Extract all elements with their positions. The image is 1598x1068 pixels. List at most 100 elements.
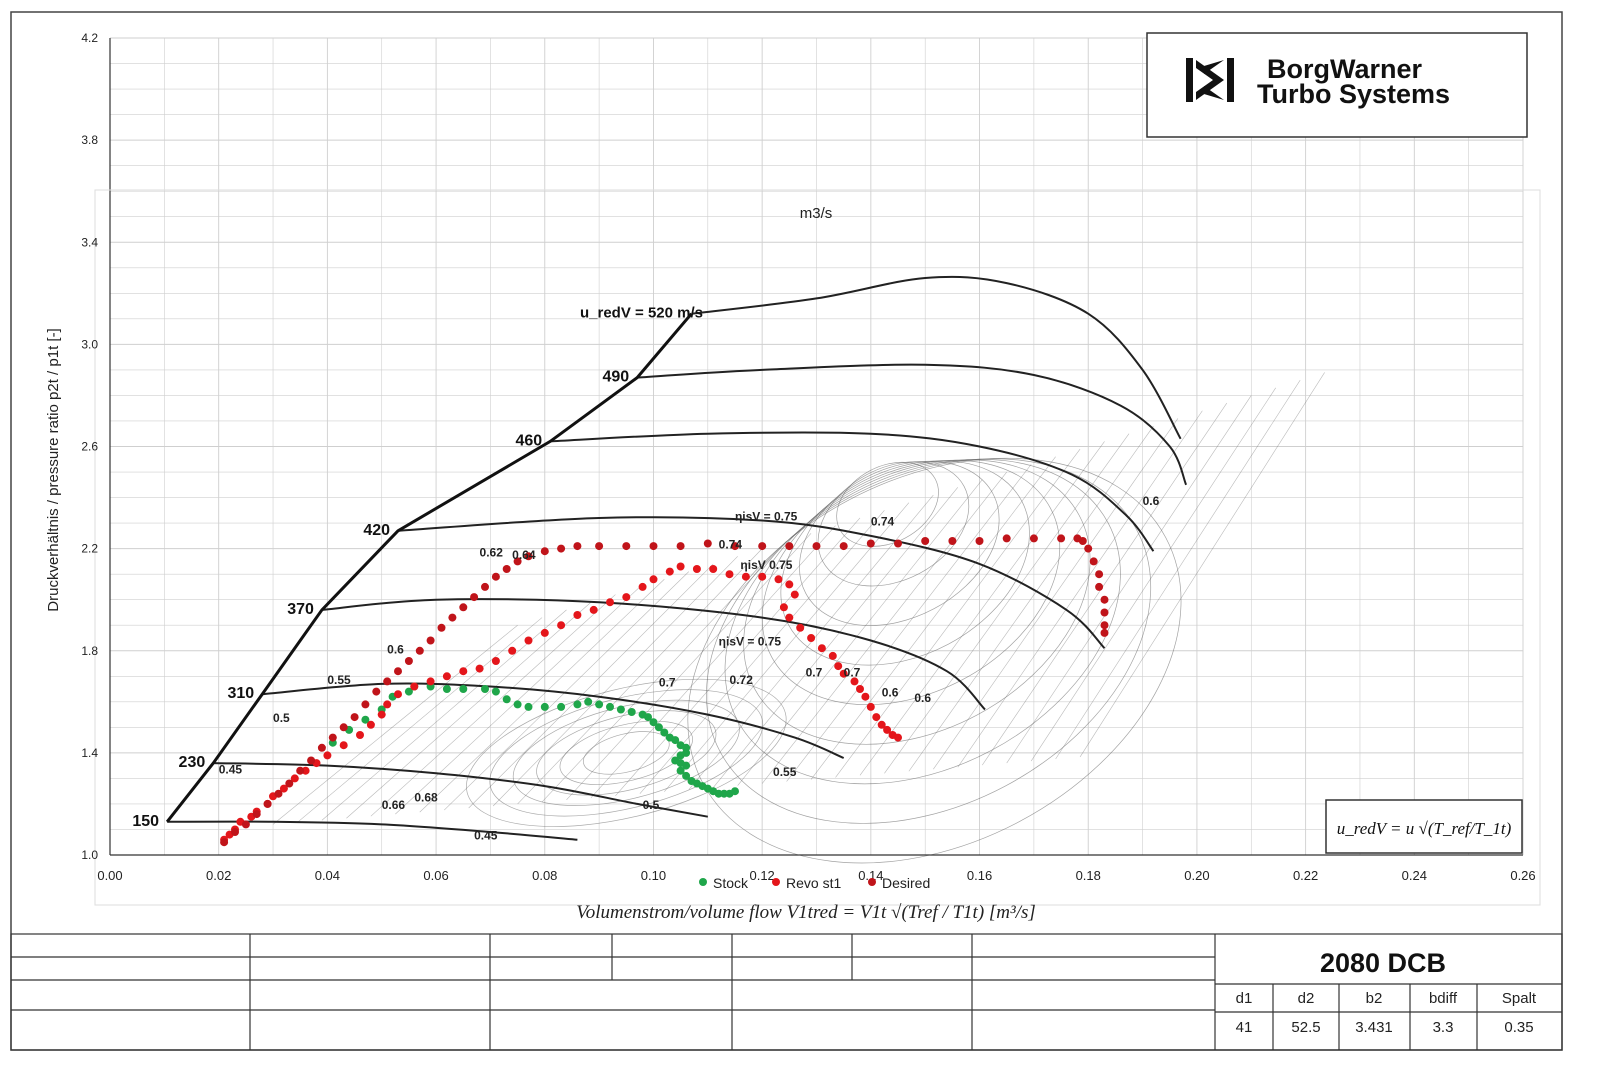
spec-value-bdiff: 3.3 — [1433, 1019, 1454, 1036]
efficiency-contour — [799, 460, 1000, 626]
efficiency-label: 0.6 — [387, 642, 404, 656]
data-point — [1100, 621, 1109, 630]
borgwarner-mark-icon — [1186, 58, 1234, 102]
efficiency-contour — [810, 456, 1056, 780]
speed-line — [321, 598, 986, 711]
data-point — [394, 690, 402, 699]
data-point — [894, 733, 902, 742]
data-point — [1084, 544, 1093, 553]
efficiency-contour — [517, 548, 763, 805]
x-tick-label: 0.26 — [1510, 868, 1535, 883]
data-point — [448, 613, 457, 622]
data-point — [731, 542, 739, 551]
data-point — [785, 613, 794, 622]
data-point — [861, 692, 870, 701]
data-point — [866, 539, 875, 548]
data-point — [524, 702, 533, 711]
efficiency-contour — [590, 525, 836, 799]
y-axis-label: Druckverhältnis / pressure ratio p2t / p… — [45, 328, 62, 611]
efficiency-label: 0.7 — [659, 675, 676, 689]
data-point — [660, 728, 669, 737]
data-point — [741, 572, 750, 581]
data-point — [872, 713, 881, 722]
data-point — [470, 593, 479, 602]
data-point — [491, 687, 500, 696]
data-point — [774, 575, 783, 584]
title-block — [10, 933, 1563, 1051]
data-point — [404, 657, 413, 665]
data-point — [540, 547, 549, 556]
efficiency-contour — [761, 471, 1007, 784]
efficiency-contour — [908, 425, 1154, 772]
legend-label-stock: Stock — [713, 875, 749, 891]
efficiency-contour — [1079, 372, 1325, 758]
data-point — [595, 700, 604, 709]
efficiency-contour — [737, 479, 983, 786]
data-point — [731, 787, 739, 796]
speed-line-label: 490 — [602, 369, 629, 386]
data-point — [524, 636, 533, 645]
efficiency-contour — [468, 563, 714, 809]
data-point — [573, 700, 582, 709]
data-point — [557, 702, 566, 711]
data-point — [274, 789, 283, 798]
efficiency-label: 0.6 — [914, 691, 931, 705]
data-point — [654, 723, 663, 732]
data-point — [459, 685, 468, 693]
y-tick-label: 4.2 — [81, 31, 98, 45]
efficiency-contour — [780, 460, 1030, 666]
data-series — [220, 534, 1109, 847]
data-point — [1100, 628, 1109, 637]
efficiency-contour — [559, 720, 693, 785]
data-point — [377, 710, 386, 719]
efficiency-contours — [272, 372, 1325, 864]
efficiency-contour — [688, 494, 934, 790]
x-tick-label: 0.20 — [1184, 868, 1209, 883]
formula-box: u_redV = u √(T_ref/T_1t) — [1325, 799, 1523, 854]
efficiency-label: 0.66 — [382, 798, 406, 812]
data-point — [1078, 537, 1087, 545]
data-point — [263, 799, 272, 808]
efficiency-contour — [933, 418, 1179, 770]
data-point — [415, 646, 424, 655]
efficiency-label: 0.55 — [773, 765, 797, 779]
data-point — [850, 677, 859, 686]
x-tick-label: 0.10 — [641, 868, 666, 883]
data-point — [1100, 608, 1109, 617]
data-point — [1057, 534, 1066, 543]
legend-label-revo: Revo st1 — [786, 875, 841, 891]
efficiency-contour — [272, 624, 518, 825]
efficiency-contour — [536, 710, 717, 796]
x-tick-label: 0.14 — [858, 868, 883, 883]
legend-marker-stock — [699, 878, 707, 886]
efficiency-contour — [615, 517, 861, 796]
data-point — [459, 603, 468, 612]
efficiency-contour — [321, 609, 567, 821]
spec-header-b2: b2 — [1366, 990, 1383, 1007]
logo-line-2: Turbo Systems — [1257, 79, 1450, 109]
speed-line — [397, 516, 1106, 649]
data-point — [682, 761, 691, 770]
efficiency-label: 0.72 — [730, 673, 754, 687]
data-point — [725, 570, 734, 579]
efficiency-contour — [466, 678, 787, 827]
data-point — [649, 542, 658, 551]
data-point — [834, 662, 843, 671]
speed-line — [691, 275, 1182, 440]
data-point — [671, 736, 680, 745]
efficiency-contour — [297, 617, 543, 823]
model-name: 2080 DCB — [1320, 948, 1446, 978]
data-point — [279, 784, 288, 793]
data-point — [404, 687, 413, 696]
data-point — [758, 542, 767, 551]
legend-marker-revo — [772, 878, 780, 886]
efficiency-label: 0.45 — [219, 762, 243, 776]
x-axis-ticks: 0.00 0.02 0.04 0.06 0.08 0.10 0.12 0.14 0.16 0.18… — [97, 868, 1535, 883]
efficiency-contour — [419, 579, 665, 813]
surge-line — [165, 312, 693, 823]
data-point — [627, 708, 636, 716]
data-point — [1095, 570, 1104, 579]
efficiency-contour — [1006, 395, 1252, 764]
spec-value-d1: 41 — [1236, 1019, 1253, 1036]
